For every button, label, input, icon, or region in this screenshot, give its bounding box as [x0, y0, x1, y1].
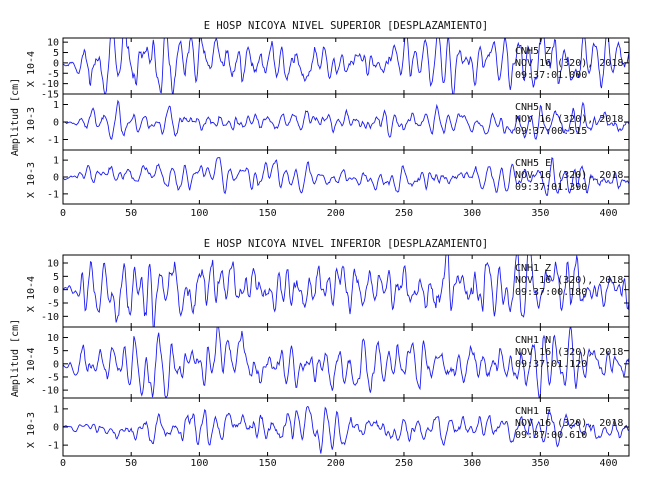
- x-tick-label: 250: [395, 458, 413, 469]
- date-label: NOV 16 (320), 2018: [515, 418, 623, 429]
- y-tick-label: 0: [53, 173, 59, 184]
- y-tick-label: 0: [53, 359, 59, 370]
- y-tick-label: 0: [53, 423, 59, 434]
- x-tick-label: 200: [327, 208, 345, 219]
- x-tick-label: 150: [259, 208, 277, 219]
- y-tick-label: -5: [47, 299, 59, 310]
- date-label: NOV 16 (320), 2018: [515, 170, 623, 181]
- x-tick-label: 300: [463, 458, 481, 469]
- x-tick-label: 50: [125, 458, 137, 469]
- y-tick-label: -15: [41, 90, 59, 101]
- series-line: [63, 38, 629, 94]
- x-tick-label: 350: [531, 458, 549, 469]
- y-tick-label: 5: [53, 272, 59, 283]
- time-label: 09:37:01.000: [515, 70, 587, 81]
- y-tick-label: 1: [53, 404, 59, 415]
- y-tick-label: -1: [47, 189, 59, 200]
- date-label: NOV 16 (320), 2018: [515, 347, 623, 358]
- x-tick-label: 0: [60, 458, 66, 469]
- chart-1: E HOSP NICOYA NIVEL SUPERIOR [DESPLAZAMI…: [10, 20, 630, 219]
- date-label: NOV 16 (320), 2018: [515, 58, 623, 69]
- date-label: NOV 16 (320), 2018: [515, 114, 623, 125]
- y-tick-label: 5: [53, 346, 59, 357]
- chart-title: E HOSP NICOYA NIVEL SUPERIOR [DESPLAZAMI…: [204, 20, 488, 32]
- channel-label: CNH1 E: [515, 406, 551, 417]
- x-tick-label: 400: [600, 458, 618, 469]
- x-tick-label: 50: [125, 208, 137, 219]
- x-tick-label: 200: [327, 458, 345, 469]
- y-scale-label: X 10-3: [26, 162, 37, 198]
- channel-label: CNH5 Z: [515, 46, 551, 57]
- y-tick-label: 10: [47, 333, 59, 344]
- series-line: [63, 99, 629, 141]
- x-tick-label: 300: [463, 208, 481, 219]
- y-tick-label: 1: [53, 100, 59, 111]
- series-line: [63, 255, 629, 327]
- y-scale-label: X 10-3: [26, 412, 37, 448]
- y-tick-label: -1: [47, 135, 59, 146]
- y-scale-label: X 10-4: [26, 51, 37, 87]
- channel-label: CNH5 E: [515, 158, 551, 169]
- y-tick-label: 10: [47, 38, 59, 49]
- y-scale-label: X 10-3: [26, 107, 37, 143]
- channel-label: CNH1 Z: [515, 263, 551, 274]
- y-tick-label: -5: [47, 372, 59, 383]
- x-tick-label: 250: [395, 208, 413, 219]
- y-tick-label: 0: [53, 285, 59, 296]
- x-tick-label: 400: [600, 208, 618, 219]
- y-scale-label: X 10-4: [26, 347, 37, 383]
- y-tick-label: -1: [47, 441, 59, 452]
- y-tick-label: 10: [47, 259, 59, 270]
- y-tick-label: -10: [41, 312, 59, 323]
- channel-label: CNH1 N: [515, 335, 551, 346]
- y-tick-label: -10: [41, 386, 59, 397]
- series-line: [63, 405, 629, 454]
- x-tick-label: 100: [190, 458, 208, 469]
- time-label: 09:37:00.515: [515, 126, 587, 137]
- y-tick-label: -10: [41, 79, 59, 90]
- time-label: 09:37:01.120: [515, 359, 587, 370]
- x-tick-label: 0: [60, 208, 66, 219]
- time-label: 09:37:01.390: [515, 182, 587, 193]
- x-tick-label: 150: [259, 458, 277, 469]
- y-axis-label: Amplitud [cm]: [10, 78, 21, 156]
- series-line: [63, 327, 629, 398]
- x-tick-label: 350: [531, 208, 549, 219]
- series-line: [63, 157, 629, 196]
- time-label: 09:37:00.610: [515, 430, 587, 441]
- y-tick-label: 0: [53, 58, 59, 69]
- y-tick-label: 1: [53, 156, 59, 167]
- channel-label: CNH5 N: [515, 102, 551, 113]
- y-axis-label: Amplitud [cm]: [10, 319, 21, 397]
- chart-title: E HOSP NICOYA NIVEL INFERIOR [DESPLAZAMI…: [204, 238, 488, 250]
- y-tick-label: 5: [53, 48, 59, 59]
- time-label: 09:37:00.180: [515, 287, 587, 298]
- y-scale-label: X 10-4: [26, 276, 37, 312]
- chart-2: E HOSP NICOYA NIVEL INFERIOR [DESPLAZAMI…: [10, 238, 630, 469]
- y-tick-label: -5: [47, 69, 59, 80]
- x-tick-label: 100: [190, 208, 208, 219]
- y-tick-label: 0: [53, 118, 59, 129]
- date-label: NOV 16 (320), 2018: [515, 275, 623, 286]
